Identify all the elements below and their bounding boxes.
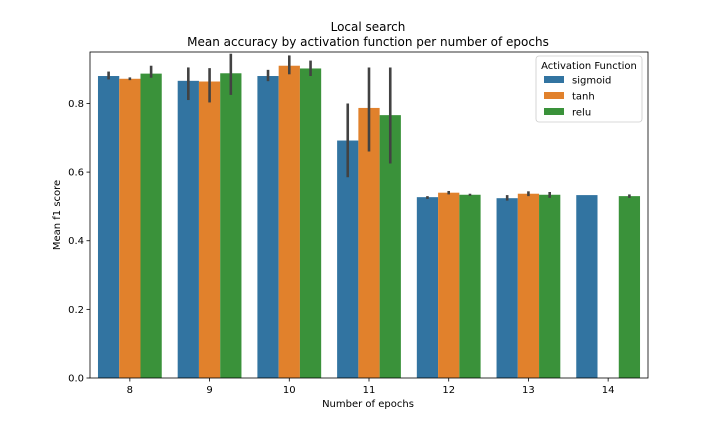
x-tick-label: 12 <box>442 385 455 396</box>
x-tick-label: 14 <box>602 385 615 396</box>
bar-sigmoid-11 <box>337 140 359 378</box>
bar-sigmoid-10 <box>257 76 279 378</box>
x-tick-label: 8 <box>127 385 133 396</box>
bar-tanh-8 <box>119 78 141 378</box>
bars-layer <box>97 65 641 379</box>
bar-relu-10 <box>299 68 322 378</box>
bar-relu-8 <box>140 73 162 378</box>
bar-tanh-12 <box>438 192 460 378</box>
x-axis-label: Number of epochs <box>322 399 414 410</box>
bar-relu-9 <box>220 73 242 378</box>
chart-title: Local search <box>331 20 406 34</box>
y-axis-label: Mean f1 score <box>52 180 63 250</box>
bar-sigmoid-9 <box>177 80 199 379</box>
legend-swatch-tanh <box>544 92 564 99</box>
x-tick-label: 9 <box>206 385 212 396</box>
bar-tanh-11 <box>358 107 380 378</box>
legend-swatch-sigmoid <box>544 76 564 83</box>
bar-tanh-9 <box>198 81 221 378</box>
bar-sigmoid-8 <box>97 76 120 378</box>
axes-layer: 0.0 0.2 0.4 0.6 0.8 8 9 10 11 12 13 14 <box>68 51 649 396</box>
legend-swatch-relu <box>544 108 564 115</box>
x-tick-label: 10 <box>283 385 296 396</box>
x-tick-label: 11 <box>363 385 376 396</box>
y-tick-label: 0.2 <box>68 305 84 316</box>
bar-sigmoid-14 <box>576 195 598 378</box>
bar-relu-14 <box>618 196 641 378</box>
bar-relu-12 <box>459 194 481 378</box>
error-bars-layer <box>107 53 631 201</box>
legend-label-tanh: tanh <box>572 92 595 103</box>
legend: Activation Function sigmoid tanh relu <box>535 55 643 123</box>
y-tick-label: 0.0 <box>68 374 84 385</box>
y-tick-label: 0.8 <box>68 99 84 110</box>
y-tick-label: 0.4 <box>68 236 84 247</box>
x-tick-label: 13 <box>522 385 535 396</box>
bar-sigmoid-12 <box>416 197 439 378</box>
legend-title: Activation Function <box>541 61 637 72</box>
legend-label-sigmoid: sigmoid <box>572 76 611 87</box>
bar-tanh-13 <box>517 193 540 378</box>
legend-box <box>535 55 643 123</box>
bar-sigmoid-13 <box>496 198 518 378</box>
bar-tanh-10 <box>278 65 300 378</box>
bar-relu-13 <box>539 194 561 378</box>
y-tick-label: 0.6 <box>68 168 84 179</box>
chart-subtitle: Mean accuracy by activation function per… <box>187 35 549 49</box>
legend-label-relu: relu <box>572 108 591 119</box>
bar-relu-11 <box>379 115 401 378</box>
